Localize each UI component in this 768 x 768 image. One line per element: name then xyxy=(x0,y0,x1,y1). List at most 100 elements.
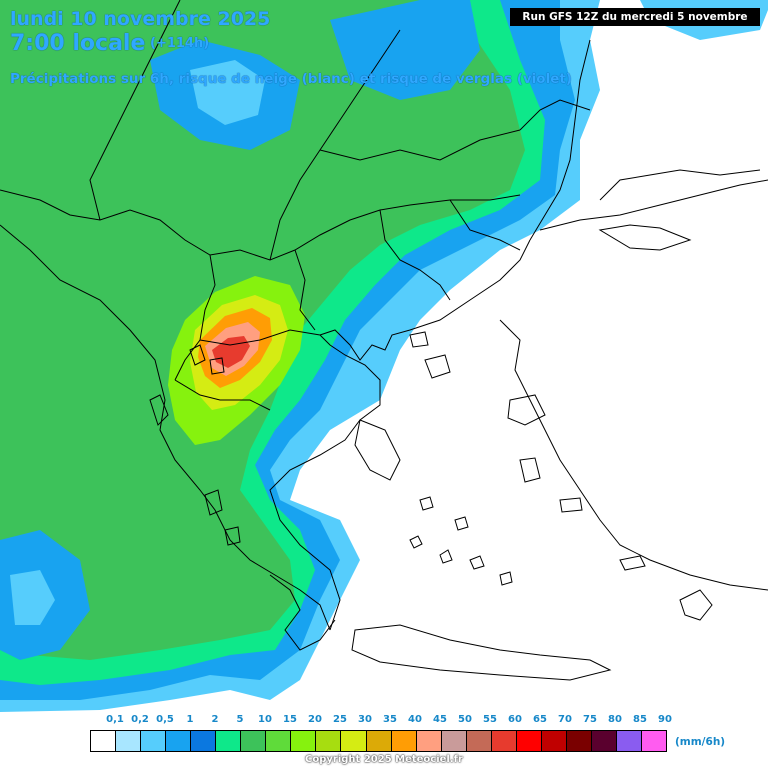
legend-tick-label: 65 xyxy=(533,714,547,725)
legend-color-cell xyxy=(391,731,417,751)
border-9 xyxy=(319,129,521,161)
legend-tick-label: 75 xyxy=(583,714,597,725)
border-4 xyxy=(379,209,451,301)
coast-anatolia-west xyxy=(499,319,768,591)
coast-greece-east xyxy=(269,334,381,631)
legend-color-cell xyxy=(441,731,467,751)
border-7 xyxy=(89,0,181,221)
island-6 xyxy=(454,516,469,531)
legend-tick-label: 0,2 xyxy=(131,714,149,725)
coast-adriatic xyxy=(0,224,331,631)
legend-tick-label: 5 xyxy=(236,714,244,725)
island-rhodes xyxy=(679,589,713,621)
legend-color-cell xyxy=(591,731,617,751)
legend-color-cell xyxy=(141,731,167,751)
precip-field xyxy=(0,0,768,712)
island-kos xyxy=(619,555,646,571)
coast-blacksea xyxy=(529,39,591,241)
coast-marmara xyxy=(598,224,692,251)
coast-crete xyxy=(351,624,612,681)
legend-color-cell xyxy=(191,731,217,751)
coast-peloponnese xyxy=(269,574,336,651)
model-run-label: Run GFS 12Z du mercredi 5 novembre 2025 xyxy=(510,8,760,41)
legend-tick-label: 50 xyxy=(458,714,472,725)
border-1 xyxy=(0,189,521,261)
island-2 xyxy=(439,549,453,564)
island-lesbos xyxy=(507,394,546,426)
island-3 xyxy=(469,555,485,570)
border-5 xyxy=(199,329,321,346)
island-thasos xyxy=(409,331,429,348)
legend-color-cell xyxy=(316,731,342,751)
legend-tick-label: 80 xyxy=(608,714,622,725)
legend-color-cell xyxy=(416,731,442,751)
legend-tick-label: 15 xyxy=(283,714,297,725)
island-1 xyxy=(409,535,423,549)
legend-color-cell xyxy=(516,731,542,751)
legend-color-cell xyxy=(541,731,567,751)
legend-color-cell xyxy=(466,731,492,751)
island-samos xyxy=(559,497,583,513)
coast-anatolia xyxy=(539,179,768,231)
legend-color-bar xyxy=(90,730,667,752)
precip-patch-lightblue-sw xyxy=(10,570,55,625)
border-3 xyxy=(294,249,316,331)
legend-color-cell xyxy=(341,731,367,751)
coast-chalkidiki xyxy=(319,239,531,361)
legend-tick-label: 70 xyxy=(558,714,572,725)
legend-tick-label: 2 xyxy=(211,714,219,725)
island-limnos xyxy=(424,354,451,379)
legend-color-cell xyxy=(566,731,592,751)
legend-tick-label: 0,5 xyxy=(156,714,174,725)
precip-legend: 0,1 0,2 0,5 1 2 5 10 15 20 25 30 35 40 45 50 55 60 65 70 75… xyxy=(90,712,725,768)
precip-patch-blue-ne xyxy=(330,0,480,100)
legend-color-cell xyxy=(491,731,517,751)
island-5 xyxy=(499,571,513,586)
legend-tick-label: 30 xyxy=(358,714,372,725)
lake-prespa xyxy=(209,357,225,375)
legend-color-cell xyxy=(216,731,242,751)
legend-color-cell xyxy=(116,731,142,751)
forecast-lead-time: (+114h) xyxy=(150,36,210,51)
legend-color-cell xyxy=(166,731,192,751)
border-11 xyxy=(599,169,761,201)
legend-color-cell xyxy=(91,731,117,751)
legend-color-cell xyxy=(241,731,267,751)
legend-color-cell xyxy=(291,731,317,751)
legend-tick-label: 85 xyxy=(633,714,647,725)
coast-euboea xyxy=(354,419,401,481)
legend-color-cell xyxy=(266,731,292,751)
island-4 xyxy=(419,496,434,511)
legend-tick-label: 40 xyxy=(408,714,422,725)
legend-tick-label: 35 xyxy=(383,714,397,725)
legend-tick-label: 20 xyxy=(308,714,322,725)
legend-color-cell xyxy=(642,731,667,751)
map-description: Précipitations sur 6h, risque de neige (… xyxy=(10,71,572,87)
border-12 xyxy=(519,99,591,131)
legend-tick-label: 60 xyxy=(508,714,522,725)
legend-tick-label: 55 xyxy=(483,714,497,725)
legend-tick-label: 25 xyxy=(333,714,347,725)
coastlines-borders xyxy=(0,0,768,681)
island-corfu xyxy=(149,394,169,426)
legend-color-cell xyxy=(366,731,392,751)
precip-patch-lightblue-north xyxy=(190,60,265,125)
border-10 xyxy=(449,199,521,251)
border-6 xyxy=(174,379,271,411)
lake-ohrid xyxy=(189,344,206,366)
legend-tick-label: 0,1 xyxy=(106,714,124,725)
legend-tick-label: 1 xyxy=(186,714,194,725)
island-kefalonia xyxy=(204,489,223,516)
legend-tick-label: 45 xyxy=(433,714,447,725)
legend-tick-label: 90 xyxy=(658,714,672,725)
legend-color-cell xyxy=(616,731,643,751)
island-zakynthos xyxy=(224,526,241,546)
copyright-notice: Copyright 2025 Meteociel.fr xyxy=(305,754,463,765)
legend-tick-labels: 0,1 0,2 0,5 1 2 5 10 15 20 25 30 35 40 45 50 55 60 65 70 75… xyxy=(90,712,690,728)
legend-unit: (mm/6h) xyxy=(675,736,726,748)
legend-tick-label: 10 xyxy=(258,714,272,725)
border-8 xyxy=(269,29,401,261)
border-2 xyxy=(174,254,216,381)
